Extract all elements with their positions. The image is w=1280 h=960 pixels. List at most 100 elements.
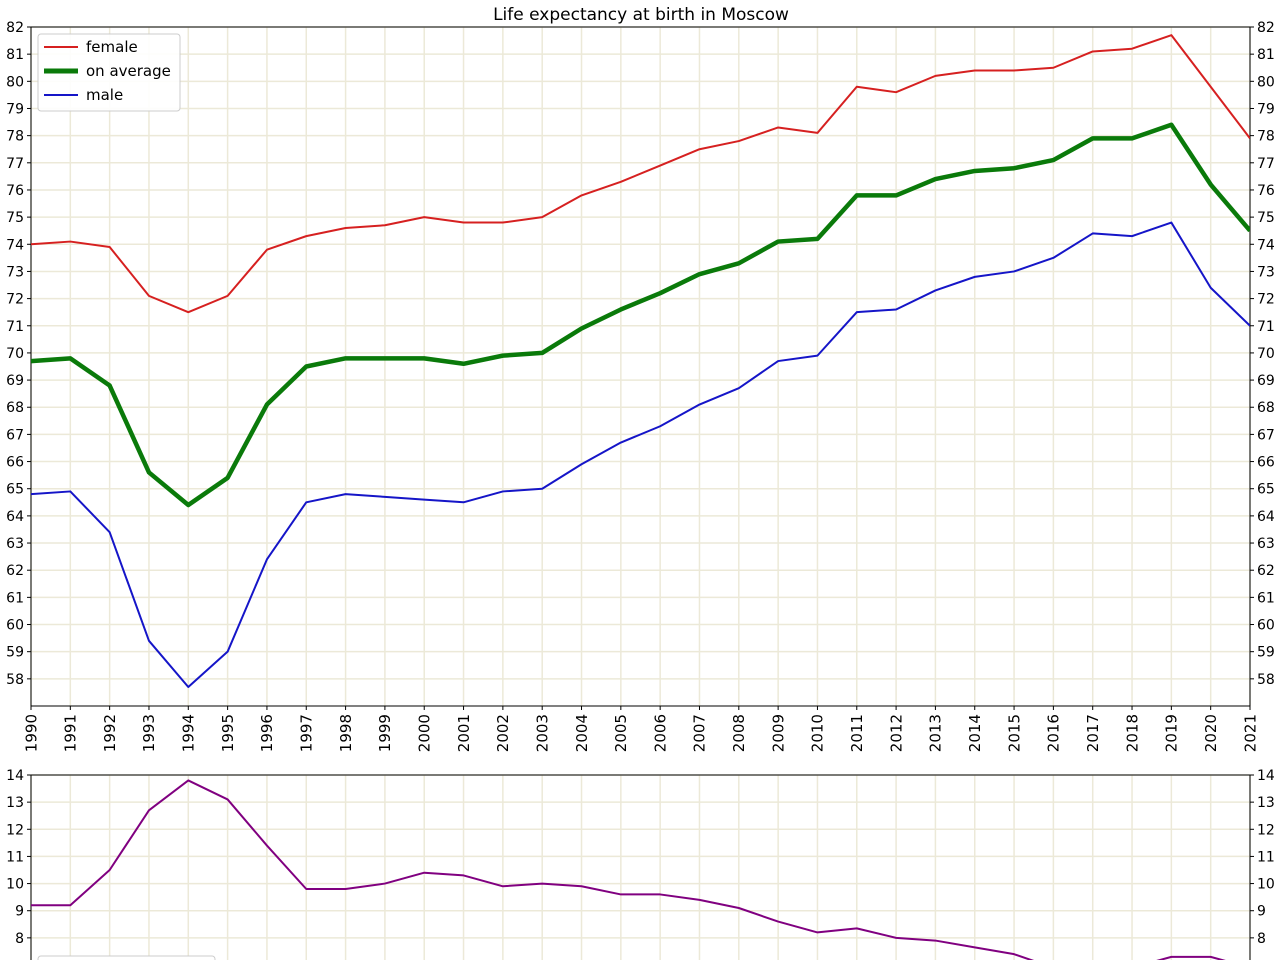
x-tick-label: 1991 xyxy=(62,714,80,752)
y-tick-label-left: 70 xyxy=(6,346,24,362)
y-tick-label-right: 12 xyxy=(1257,822,1275,838)
y-tick-label-right: 80 xyxy=(1257,74,1275,90)
y-tick-label-right: 60 xyxy=(1257,618,1275,634)
main-plot-area: 58 58 59 59 60 60 61 61 62 62 63 63 64 64 65 65 66 66 67 67… xyxy=(6,20,1275,752)
axes-frame xyxy=(30,774,1251,960)
y-tick-label-left: 11 xyxy=(6,849,24,865)
x-tick-label: 2013 xyxy=(927,714,945,752)
y-tick-label-left: 9 xyxy=(15,904,24,920)
x-tick-label: 2021 xyxy=(1241,714,1259,752)
x-tick-label: 2020 xyxy=(1202,714,1220,752)
y-tick-label-left: 69 xyxy=(6,373,24,389)
x-tick-label: 1990 xyxy=(22,714,40,752)
y-tick-label-right: 62 xyxy=(1257,563,1275,579)
y-tick-label-right: 69 xyxy=(1257,373,1275,389)
x-tick-label: 2006 xyxy=(651,714,669,752)
difference-legend-box xyxy=(37,955,216,960)
x-tick-label: 2008 xyxy=(730,714,748,752)
y-tick-label-right: 11 xyxy=(1257,849,1275,865)
y-tick-label-left: 59 xyxy=(6,645,24,661)
y-tick-label-left: 77 xyxy=(6,156,24,172)
y-tick-label-right: 78 xyxy=(1257,129,1275,145)
y-tick-label-left: 78 xyxy=(6,129,24,145)
x-tick-label: 2011 xyxy=(848,714,866,752)
y-tick-label-left: 67 xyxy=(6,427,24,443)
x-tick-label: 1995 xyxy=(219,714,237,752)
y-tick-label-right: 79 xyxy=(1257,101,1275,117)
y-tick-label-right: 82 xyxy=(1257,20,1275,36)
x-tick-label: 2016 xyxy=(1045,714,1063,752)
x-tick-label: 2001 xyxy=(455,714,473,752)
x-tick-label: 2000 xyxy=(415,714,433,752)
x-tick-label: 1997 xyxy=(298,714,316,752)
y-tick-label-left: 68 xyxy=(6,400,24,416)
x-tick-label: 2009 xyxy=(769,714,787,752)
x-tick-label: 2003 xyxy=(533,714,551,752)
y-tick-label-right: 75 xyxy=(1257,210,1275,226)
y-tick-label-left: 71 xyxy=(6,319,24,335)
y-tick-label-right: 65 xyxy=(1257,482,1275,498)
y-tick-label-right: 74 xyxy=(1257,237,1275,253)
x-tick-label: 2015 xyxy=(1005,714,1023,752)
y-tick-label-right: 8 xyxy=(1257,931,1266,947)
legend-label-male: male xyxy=(86,86,123,104)
y-tick-label-left: 76 xyxy=(6,183,24,199)
axes-frame xyxy=(30,26,1251,707)
series-line-on-average xyxy=(31,122,1250,508)
y-tick-label-left: 12 xyxy=(6,822,24,838)
y-tick-label-right: 67 xyxy=(1257,427,1275,443)
y-tick-label-left: 66 xyxy=(6,455,24,471)
legend-box xyxy=(37,33,181,112)
series-line-male xyxy=(31,221,1250,688)
legend-label-average: on average xyxy=(86,62,171,80)
y-tick-label-right: 59 xyxy=(1257,645,1275,661)
x-tick-label: 2018 xyxy=(1123,714,1141,752)
series-line-female xyxy=(31,34,1250,314)
y-tick-label-left: 8 xyxy=(15,931,24,947)
y-tick-label-left: 73 xyxy=(6,264,24,280)
difference-line xyxy=(31,779,1226,960)
y-tick-label-left: 13 xyxy=(6,795,24,811)
x-tick-label: 1992 xyxy=(101,714,119,752)
y-tick-label-left: 80 xyxy=(6,74,24,90)
y-tick-label-right: 64 xyxy=(1257,509,1275,525)
y-tick-label-right: 71 xyxy=(1257,319,1275,335)
legend-label-female: female xyxy=(86,38,138,56)
y-tick-label-left: 64 xyxy=(6,509,24,525)
y-tick-label-left: 14 xyxy=(6,768,24,784)
chart-title: Life expectancy at birth in Moscow xyxy=(493,5,789,25)
y-tick-label-right: 13 xyxy=(1257,795,1275,811)
y-tick-label-right: 76 xyxy=(1257,183,1275,199)
y-tick-label-left: 62 xyxy=(6,563,24,579)
y-tick-label-right: 81 xyxy=(1257,47,1275,63)
x-tick-label: 2002 xyxy=(494,714,512,752)
y-tick-label-right: 61 xyxy=(1257,590,1275,606)
legend: female on average male xyxy=(37,33,181,112)
y-tick-label-right: 68 xyxy=(1257,400,1275,416)
y-tick-label-left: 74 xyxy=(6,237,24,253)
y-tick-label-right: 10 xyxy=(1257,877,1275,893)
y-tick-label-right: 63 xyxy=(1257,536,1275,552)
y-tick-label-left: 75 xyxy=(6,210,24,226)
y-tick-label-right: 70 xyxy=(1257,346,1275,362)
y-tick-label-left: 82 xyxy=(6,20,24,36)
y-tick-label-left: 58 xyxy=(6,672,24,688)
y-tick-label-right: 14 xyxy=(1257,768,1275,784)
x-tick-label: 2014 xyxy=(966,714,984,752)
y-tick-label-left: 61 xyxy=(6,590,24,606)
x-tick-label: 2012 xyxy=(887,714,905,752)
y-tick-label-left: 72 xyxy=(6,292,24,308)
y-tick-label-left: 60 xyxy=(6,618,24,634)
difference-plot-area: 8 8 9 9 10 10 11 11 12 12 13 13 14 14 xyxy=(6,768,1275,960)
y-tick-label-left: 81 xyxy=(6,47,24,63)
x-tick-label: 2007 xyxy=(691,714,709,752)
y-tick-label-right: 72 xyxy=(1257,292,1275,308)
y-tick-label-right: 66 xyxy=(1257,455,1275,471)
x-tick-label: 2010 xyxy=(809,714,827,752)
x-tick-label: 1996 xyxy=(258,714,276,752)
y-tick-label-left: 10 xyxy=(6,877,24,893)
x-tick-label: 2017 xyxy=(1084,714,1102,752)
x-tick-label: 1999 xyxy=(376,714,394,752)
x-tick-label: 1998 xyxy=(337,714,355,752)
